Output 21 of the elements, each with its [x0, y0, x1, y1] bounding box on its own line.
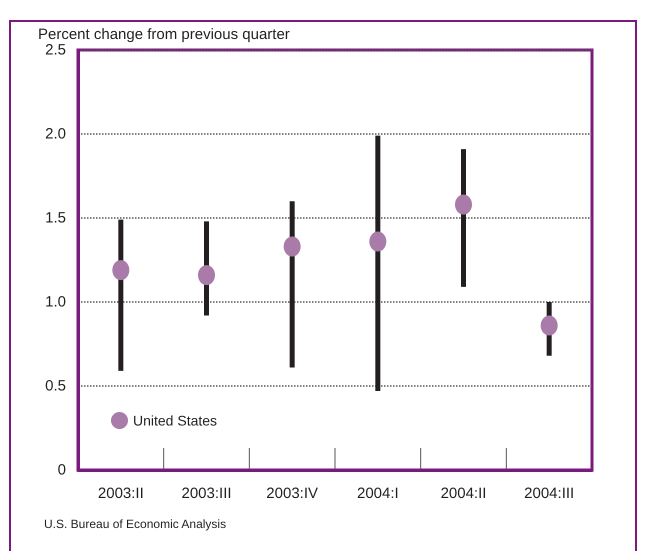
x-tick-label: 2004:II: [440, 485, 486, 502]
point: [112, 260, 130, 280]
y-tick-label: 0: [58, 462, 66, 478]
point: [369, 232, 386, 252]
y-tick-label: 2.0: [45, 126, 66, 142]
x-tick-label: 2003:III: [181, 485, 232, 502]
point: [284, 236, 301, 257]
x-tick-label: 2004:III: [524, 485, 574, 502]
y-tick-label: 0.5: [45, 378, 66, 394]
y-tick-label: 1.5: [45, 210, 66, 226]
point: [198, 265, 215, 286]
legend-label: United States: [133, 412, 218, 428]
y-tick-label: 2.5: [45, 42, 66, 58]
y-axis-title: Percent change from previous quarter: [38, 26, 290, 43]
point: [455, 194, 472, 215]
y-tick-label: 1.0: [45, 294, 66, 310]
text: U.S. Bureau of Economic Analysis: [44, 517, 226, 531]
x-tick-label: 2004:I: [356, 485, 399, 502]
x-tick-label: 2003:IV: [266, 485, 318, 502]
x-tick-label: 2003:II: [98, 485, 144, 502]
point: [540, 316, 558, 336]
